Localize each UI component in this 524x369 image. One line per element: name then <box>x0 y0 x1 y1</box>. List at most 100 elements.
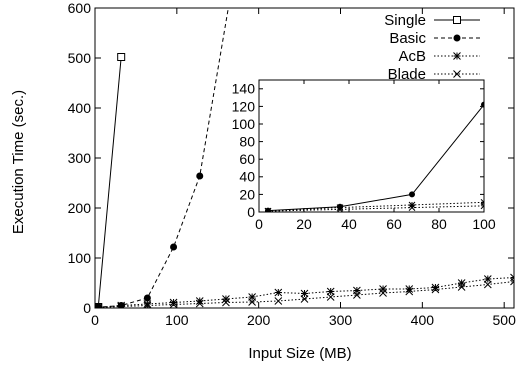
main-point-blade-shape <box>353 291 361 299</box>
legend-label-acb: AcB <box>398 48 426 65</box>
legend-marker-blade-shape <box>453 70 461 78</box>
main-point-blade-shape <box>326 293 335 301</box>
main-point-basic-shape <box>227 0 234 2</box>
main-point-blade-shape <box>222 298 230 307</box>
legend-marker-single <box>453 16 461 24</box>
inset-y-tick-label: 40 <box>239 169 255 185</box>
main-point-acb-shape <box>379 285 387 293</box>
main-point-acb <box>143 300 152 308</box>
main-point-acb-shape <box>510 273 514 282</box>
main-point-blade <box>195 299 204 308</box>
inset-point-blade-shape <box>480 202 484 210</box>
inset-frame <box>258 79 485 213</box>
main-point-blade <box>457 283 466 291</box>
main-point-acb <box>431 283 440 292</box>
legend-marker-basic-shape <box>453 34 461 42</box>
main-point-acb-shape <box>222 295 230 303</box>
main-point-acb <box>326 287 335 296</box>
main-point-basic <box>196 172 204 180</box>
main-point-basic <box>143 294 151 302</box>
inset-line-acb <box>267 201 484 212</box>
main-y-tick-label: 100 <box>68 250 92 266</box>
main-point-blade <box>95 303 103 308</box>
main-x-tick-label: 0 <box>91 312 99 328</box>
main-point-blade <box>483 280 492 289</box>
inset-line-blade <box>267 205 484 212</box>
main-point-blade <box>143 301 152 308</box>
main-point-blade-shape <box>143 301 152 308</box>
main-point-blade <box>379 289 387 297</box>
main-point-basic <box>227 0 234 2</box>
inset-y-tick-label: 140 <box>232 81 256 97</box>
main-point-acb-shape <box>326 287 335 296</box>
main-point-blade <box>431 285 440 294</box>
main-point-blade <box>326 293 335 301</box>
legend-label-single: Single <box>384 12 426 29</box>
x-axis-label: Input Size (MB) <box>248 345 351 362</box>
main-point-acb-shape <box>143 300 152 308</box>
main-line-basic <box>95 8 229 308</box>
inset-line-basic <box>267 104 484 212</box>
main-point-blade-shape <box>274 297 283 305</box>
main-point-acb <box>195 297 204 305</box>
inset-x-tick-label: 80 <box>431 216 447 232</box>
main-point-blade-shape <box>300 295 309 303</box>
main-point-acb-shape <box>483 275 492 283</box>
main-point-blade <box>248 298 256 306</box>
inset-point-blade-shape <box>264 207 272 212</box>
inset-point-blade-shape <box>408 204 416 211</box>
main-point-acb <box>274 288 283 297</box>
inset-y-tick-label: 120 <box>232 98 256 114</box>
main-point-blade <box>222 298 230 307</box>
legend-label-basic: Basic <box>389 30 426 47</box>
main-point-blade <box>95 303 101 308</box>
main-point-acb <box>117 301 126 308</box>
main-point-blade-shape <box>117 302 126 308</box>
y-axis-label: Execution Time (sec.) <box>10 90 27 234</box>
main-x-tick-label: 500 <box>493 312 517 328</box>
main-point-blade-shape <box>95 303 103 308</box>
inset-point-acb-shape <box>408 201 416 209</box>
main-point-blade-shape <box>195 299 204 308</box>
inset-point-blade <box>408 204 416 211</box>
legend-marker-acb-shape <box>453 52 461 60</box>
main-point-acb <box>169 298 178 307</box>
inset-series-basic <box>265 101 484 212</box>
main-point-acb-shape <box>117 301 126 308</box>
main-y-tick-label: 600 <box>68 0 92 16</box>
main-point-blade <box>353 291 361 299</box>
main-line-single <box>95 56 122 308</box>
main-x-tick-label: 100 <box>165 312 189 328</box>
main-point-acb-shape <box>169 298 178 307</box>
main-point-single-shape <box>117 53 126 61</box>
main-y-tick-label: 200 <box>68 200 92 216</box>
main-point-blade <box>169 300 178 308</box>
main-point-basic <box>170 243 178 251</box>
main-point-blade <box>300 295 309 303</box>
main-y-tick-label: 500 <box>68 50 92 66</box>
legend-marker-acb <box>453 52 461 60</box>
legend-marker-basic <box>453 34 461 42</box>
main-series-single <box>95 53 126 308</box>
main-point-blade-shape <box>457 283 466 291</box>
main-point-acb <box>300 289 309 298</box>
inset-y-tick-label: 80 <box>239 134 255 150</box>
inset-point-basic-shape <box>409 191 415 198</box>
main-point-acb-shape <box>457 279 466 287</box>
main-point-acb <box>379 285 387 293</box>
inset-series-blade <box>264 202 484 212</box>
inset-point-blade <box>336 206 344 212</box>
main-point-blade-shape <box>95 303 101 308</box>
main-point-acb <box>248 293 256 301</box>
inset-point-blade-shape <box>336 206 344 212</box>
main-point-acb-shape <box>300 289 309 298</box>
main-point-single <box>117 53 126 61</box>
inset-point-basic <box>409 191 415 198</box>
inset-point-acb <box>336 204 344 211</box>
inset-x-tick-label: 40 <box>341 216 357 232</box>
main-x-tick-label: 300 <box>329 312 353 328</box>
main-point-acb <box>483 275 492 283</box>
main-point-acb <box>510 273 514 282</box>
